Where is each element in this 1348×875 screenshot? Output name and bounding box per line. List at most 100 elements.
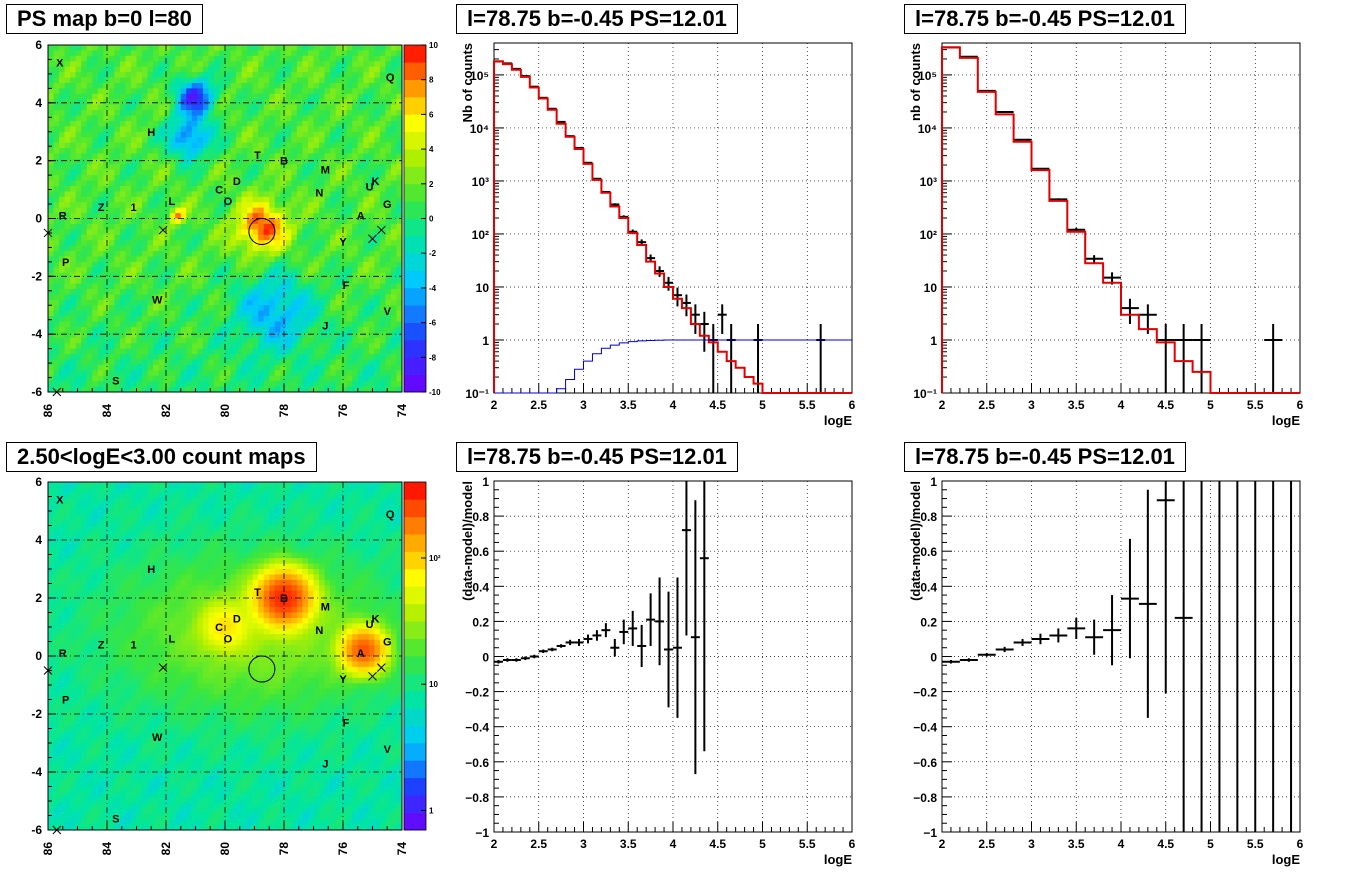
map1-cell xyxy=(274,202,281,209)
map1-cell xyxy=(75,332,82,339)
map1-cell xyxy=(285,386,292,393)
map1-cell xyxy=(330,337,337,344)
map2-cell xyxy=(48,802,54,809)
map2-cell xyxy=(70,672,77,679)
map2-cell xyxy=(53,574,60,581)
map1-cell xyxy=(158,66,165,73)
map1-cell xyxy=(114,191,121,198)
map1-cell xyxy=(225,305,231,312)
map1-cell xyxy=(114,185,121,192)
map1-cell xyxy=(202,50,209,57)
map1-cell xyxy=(81,251,88,257)
map1-cell xyxy=(191,310,198,317)
map1-cell xyxy=(64,278,71,284)
map2-cell xyxy=(81,492,88,499)
map1-cell xyxy=(335,131,342,138)
map1-cell xyxy=(247,272,254,279)
map1-cell xyxy=(75,343,82,350)
map1-cell xyxy=(302,288,309,295)
map1-cell xyxy=(191,332,198,339)
map1-cell xyxy=(186,120,193,127)
map1-cell xyxy=(153,299,160,306)
map1-ytick-label: 4 xyxy=(35,96,42,110)
map1-cell xyxy=(158,332,165,339)
map1-cell xyxy=(202,261,209,268)
map2-cell xyxy=(64,721,71,728)
map1-cell xyxy=(153,72,160,78)
map1-cell xyxy=(252,354,259,360)
map1-cell xyxy=(263,110,270,116)
map1-cell xyxy=(307,126,314,133)
map1-cell xyxy=(81,158,88,165)
map1-cell xyxy=(307,45,314,51)
map1-cell xyxy=(119,120,126,127)
map1-cell xyxy=(92,348,99,355)
map1-cell xyxy=(241,110,248,116)
map1-cell xyxy=(363,364,370,371)
map1-cell xyxy=(285,218,292,225)
map2-cell xyxy=(48,666,54,673)
map1-cell xyxy=(285,267,292,274)
map1-cell xyxy=(225,245,231,252)
map1-cell xyxy=(213,196,220,203)
map1-cell xyxy=(70,104,77,111)
map1-cell xyxy=(280,251,287,257)
map1-cell xyxy=(64,261,71,268)
map2-cell xyxy=(86,617,93,624)
map1-cell xyxy=(241,169,248,176)
map1-cell xyxy=(48,45,54,51)
map1-cell xyxy=(296,326,303,333)
map1-cell xyxy=(236,240,242,247)
map1-cell xyxy=(64,45,71,51)
map2-cell xyxy=(75,824,82,831)
map1-cell xyxy=(269,110,276,116)
map1-cell xyxy=(258,332,265,339)
map1-cell xyxy=(130,240,137,247)
map1-cell xyxy=(114,256,121,263)
map1-cell xyxy=(280,381,287,387)
map1-source-label: O xyxy=(224,196,233,208)
map1-cell xyxy=(225,229,231,236)
map1-cell xyxy=(197,256,204,263)
map1-cell xyxy=(114,164,121,171)
map1-cell xyxy=(147,77,154,84)
map1-cell xyxy=(230,61,237,68)
map2-cell xyxy=(92,737,99,744)
map2-cell xyxy=(59,666,65,673)
map1-cell xyxy=(180,348,187,355)
map1-cell xyxy=(269,337,276,344)
map1-cell xyxy=(70,229,77,236)
map2-cell xyxy=(81,743,88,749)
map1-cell xyxy=(280,299,287,306)
map1-cell xyxy=(285,316,292,322)
map2-cell xyxy=(70,737,77,744)
map1-cell xyxy=(97,82,104,89)
map1-cell xyxy=(225,375,231,382)
map1-cell xyxy=(335,229,342,236)
map1-cell xyxy=(374,72,381,78)
map2-cell xyxy=(86,737,93,744)
map1-cell xyxy=(197,321,204,328)
map1-cell xyxy=(285,359,292,366)
map1-cell xyxy=(379,82,386,89)
map1-cell xyxy=(175,251,182,257)
map2-cell xyxy=(86,601,93,608)
map2-cell xyxy=(53,808,60,815)
map1-cell xyxy=(103,337,110,344)
map1-cell xyxy=(330,218,337,225)
map1-cell xyxy=(247,153,254,160)
map1-cell xyxy=(180,88,187,95)
map1-cell xyxy=(147,283,154,290)
map2-cell xyxy=(48,552,54,559)
map1-cell xyxy=(324,223,331,230)
map1-cell xyxy=(247,126,254,133)
map2-cell xyxy=(64,541,71,548)
map2-cell xyxy=(103,520,110,526)
map1-cell xyxy=(263,213,270,219)
map1-cell xyxy=(390,213,397,219)
map1-cell xyxy=(64,229,71,236)
map1-cell xyxy=(330,299,337,306)
map1-cell xyxy=(319,310,325,317)
map1-cell xyxy=(202,240,209,247)
map2-cell xyxy=(108,764,115,771)
